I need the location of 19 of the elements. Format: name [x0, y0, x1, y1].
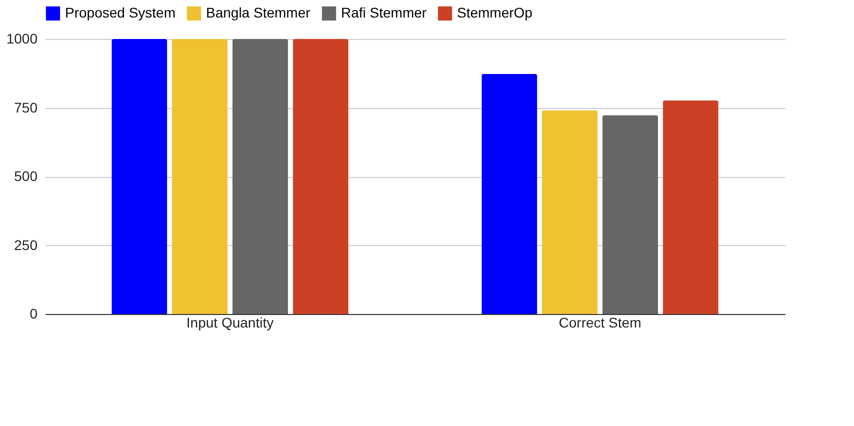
y-tick-label: 500: [14, 168, 38, 184]
legend-label: Rafi Stemmer: [341, 4, 427, 20]
y-tick-label: 1000: [6, 30, 38, 46]
y-tick-label: 750: [14, 99, 38, 116]
bar: [602, 115, 658, 314]
legend-label: Proposed System: [65, 4, 176, 20]
legend-label: Bangla Stemmer: [206, 4, 311, 20]
bar: [232, 39, 288, 314]
legend-label: StemmerOp: [457, 4, 533, 20]
bar: [482, 74, 538, 314]
bar: [292, 39, 348, 314]
bar: [662, 100, 718, 314]
x-tick-label: Correct Stem: [558, 314, 642, 330]
x-tick-label: Input Quantity: [186, 314, 274, 330]
bar: [112, 39, 168, 314]
bar: [172, 39, 228, 314]
bar: [542, 110, 598, 314]
y-tick-label: 0: [30, 306, 38, 322]
y-tick-label: 250: [14, 236, 38, 253]
